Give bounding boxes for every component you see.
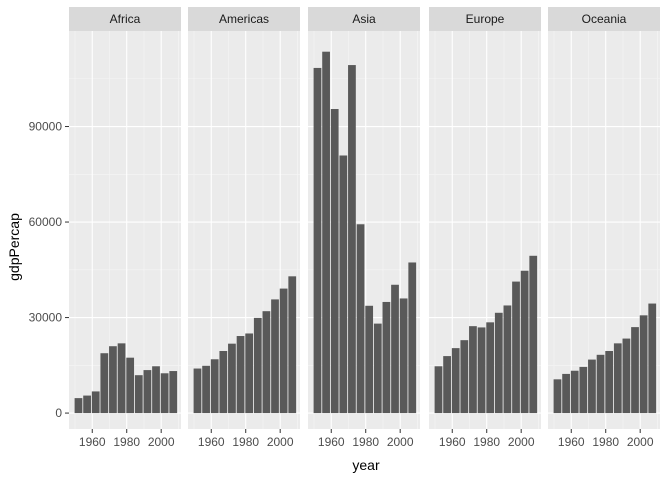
panel-asia: Asia 1960 1980 2000: [308, 7, 420, 449]
y-tick-label: 30000: [29, 311, 63, 325]
bar: [348, 65, 356, 414]
strip-asia: [308, 7, 420, 31]
bar: [622, 338, 631, 414]
bar: [253, 317, 262, 414]
bar: [639, 315, 648, 414]
bar: [262, 311, 271, 414]
bar: [169, 371, 178, 414]
bar: [486, 322, 495, 414]
bar: [579, 366, 588, 414]
bar: [434, 366, 443, 414]
bar: [596, 354, 605, 414]
bar: [313, 67, 322, 414]
x-tick-label: 2000: [148, 435, 175, 449]
x-tick-label: 1980: [352, 435, 379, 449]
bar: [605, 350, 614, 414]
strip-label: Asia: [352, 12, 376, 26]
bar: [228, 343, 236, 414]
x-tick-label: 1980: [113, 435, 140, 449]
x-tick-label: 1960: [558, 435, 585, 449]
bar: [202, 365, 210, 414]
strip-americas: [188, 7, 300, 31]
panel-americas: Americas 1960 1980 2000: [188, 7, 300, 449]
bar: [322, 51, 330, 414]
bar: [339, 155, 348, 414]
bar: [408, 262, 417, 414]
bar: [91, 391, 100, 414]
bar: [553, 379, 562, 414]
bar: [588, 359, 596, 414]
strip-africa: [69, 7, 181, 31]
bar: [613, 343, 622, 414]
x-tick-label: 2000: [508, 435, 535, 449]
y-tick-label: 0: [55, 406, 62, 420]
bar: [365, 305, 374, 414]
y-axis-title: gdpPercap: [6, 213, 22, 281]
bar: [117, 343, 126, 414]
bar: [520, 270, 529, 414]
bar: [494, 312, 503, 414]
bar: [391, 284, 399, 414]
bar: [279, 288, 288, 414]
strip-europe: [429, 7, 541, 31]
bar: [134, 375, 143, 414]
panel-africa: Africa 1960 1980 2000: [69, 7, 181, 449]
bar: [143, 370, 152, 414]
bar: [399, 298, 408, 414]
bar: [562, 373, 570, 414]
bar: [236, 336, 245, 414]
x-axis-title: year: [352, 457, 380, 473]
bar: [245, 333, 254, 414]
strip-label: Americas: [219, 12, 269, 26]
bar: [152, 366, 160, 414]
x-tick-label: 1960: [439, 435, 466, 449]
x-tick-label: 1960: [198, 435, 225, 449]
bar: [83, 395, 91, 414]
bar: [631, 327, 639, 414]
x-tick-label: 1980: [232, 435, 259, 449]
bar: [570, 370, 579, 414]
y-tick-label: 90000: [29, 120, 63, 134]
bar: [529, 255, 538, 414]
x-tick-label: 2000: [267, 435, 294, 449]
bar: [160, 373, 169, 414]
bar: [460, 340, 469, 414]
strip-label: Oceania: [582, 12, 627, 26]
bar: [219, 350, 228, 414]
bar: [193, 368, 202, 414]
x-tick-label: 1960: [79, 435, 106, 449]
bar: [271, 299, 279, 414]
bar: [100, 353, 109, 414]
x-tick-label: 2000: [387, 435, 414, 449]
bar: [330, 109, 339, 414]
bar: [503, 305, 512, 414]
bar: [469, 326, 477, 414]
bar: [126, 357, 135, 414]
y-tick-label: 60000: [29, 215, 63, 229]
strip-label: Africa: [110, 12, 141, 26]
bar: [74, 398, 83, 414]
bar: [451, 348, 460, 414]
bar: [356, 224, 365, 414]
bar: [512, 281, 520, 414]
strip-label: Europe: [466, 12, 505, 26]
x-tick-label: 1980: [592, 435, 619, 449]
strip-oceania: [548, 7, 660, 31]
x-tick-label: 1980: [473, 435, 500, 449]
bar: [109, 346, 117, 414]
bar: [210, 359, 219, 414]
y-axis: 0 30000 60000 90000: [29, 120, 69, 420]
bar: [477, 327, 486, 414]
panel-oceania: Oceania 1960 1980 2000: [548, 7, 660, 449]
bar: [443, 356, 451, 414]
panel-europe: Europe 1960 1980 2000: [429, 7, 541, 449]
bar: [648, 303, 657, 414]
bar: [288, 276, 297, 414]
bar: [373, 323, 382, 414]
x-tick-label: 2000: [627, 435, 654, 449]
bar: [382, 301, 391, 414]
x-tick-label: 1960: [318, 435, 345, 449]
